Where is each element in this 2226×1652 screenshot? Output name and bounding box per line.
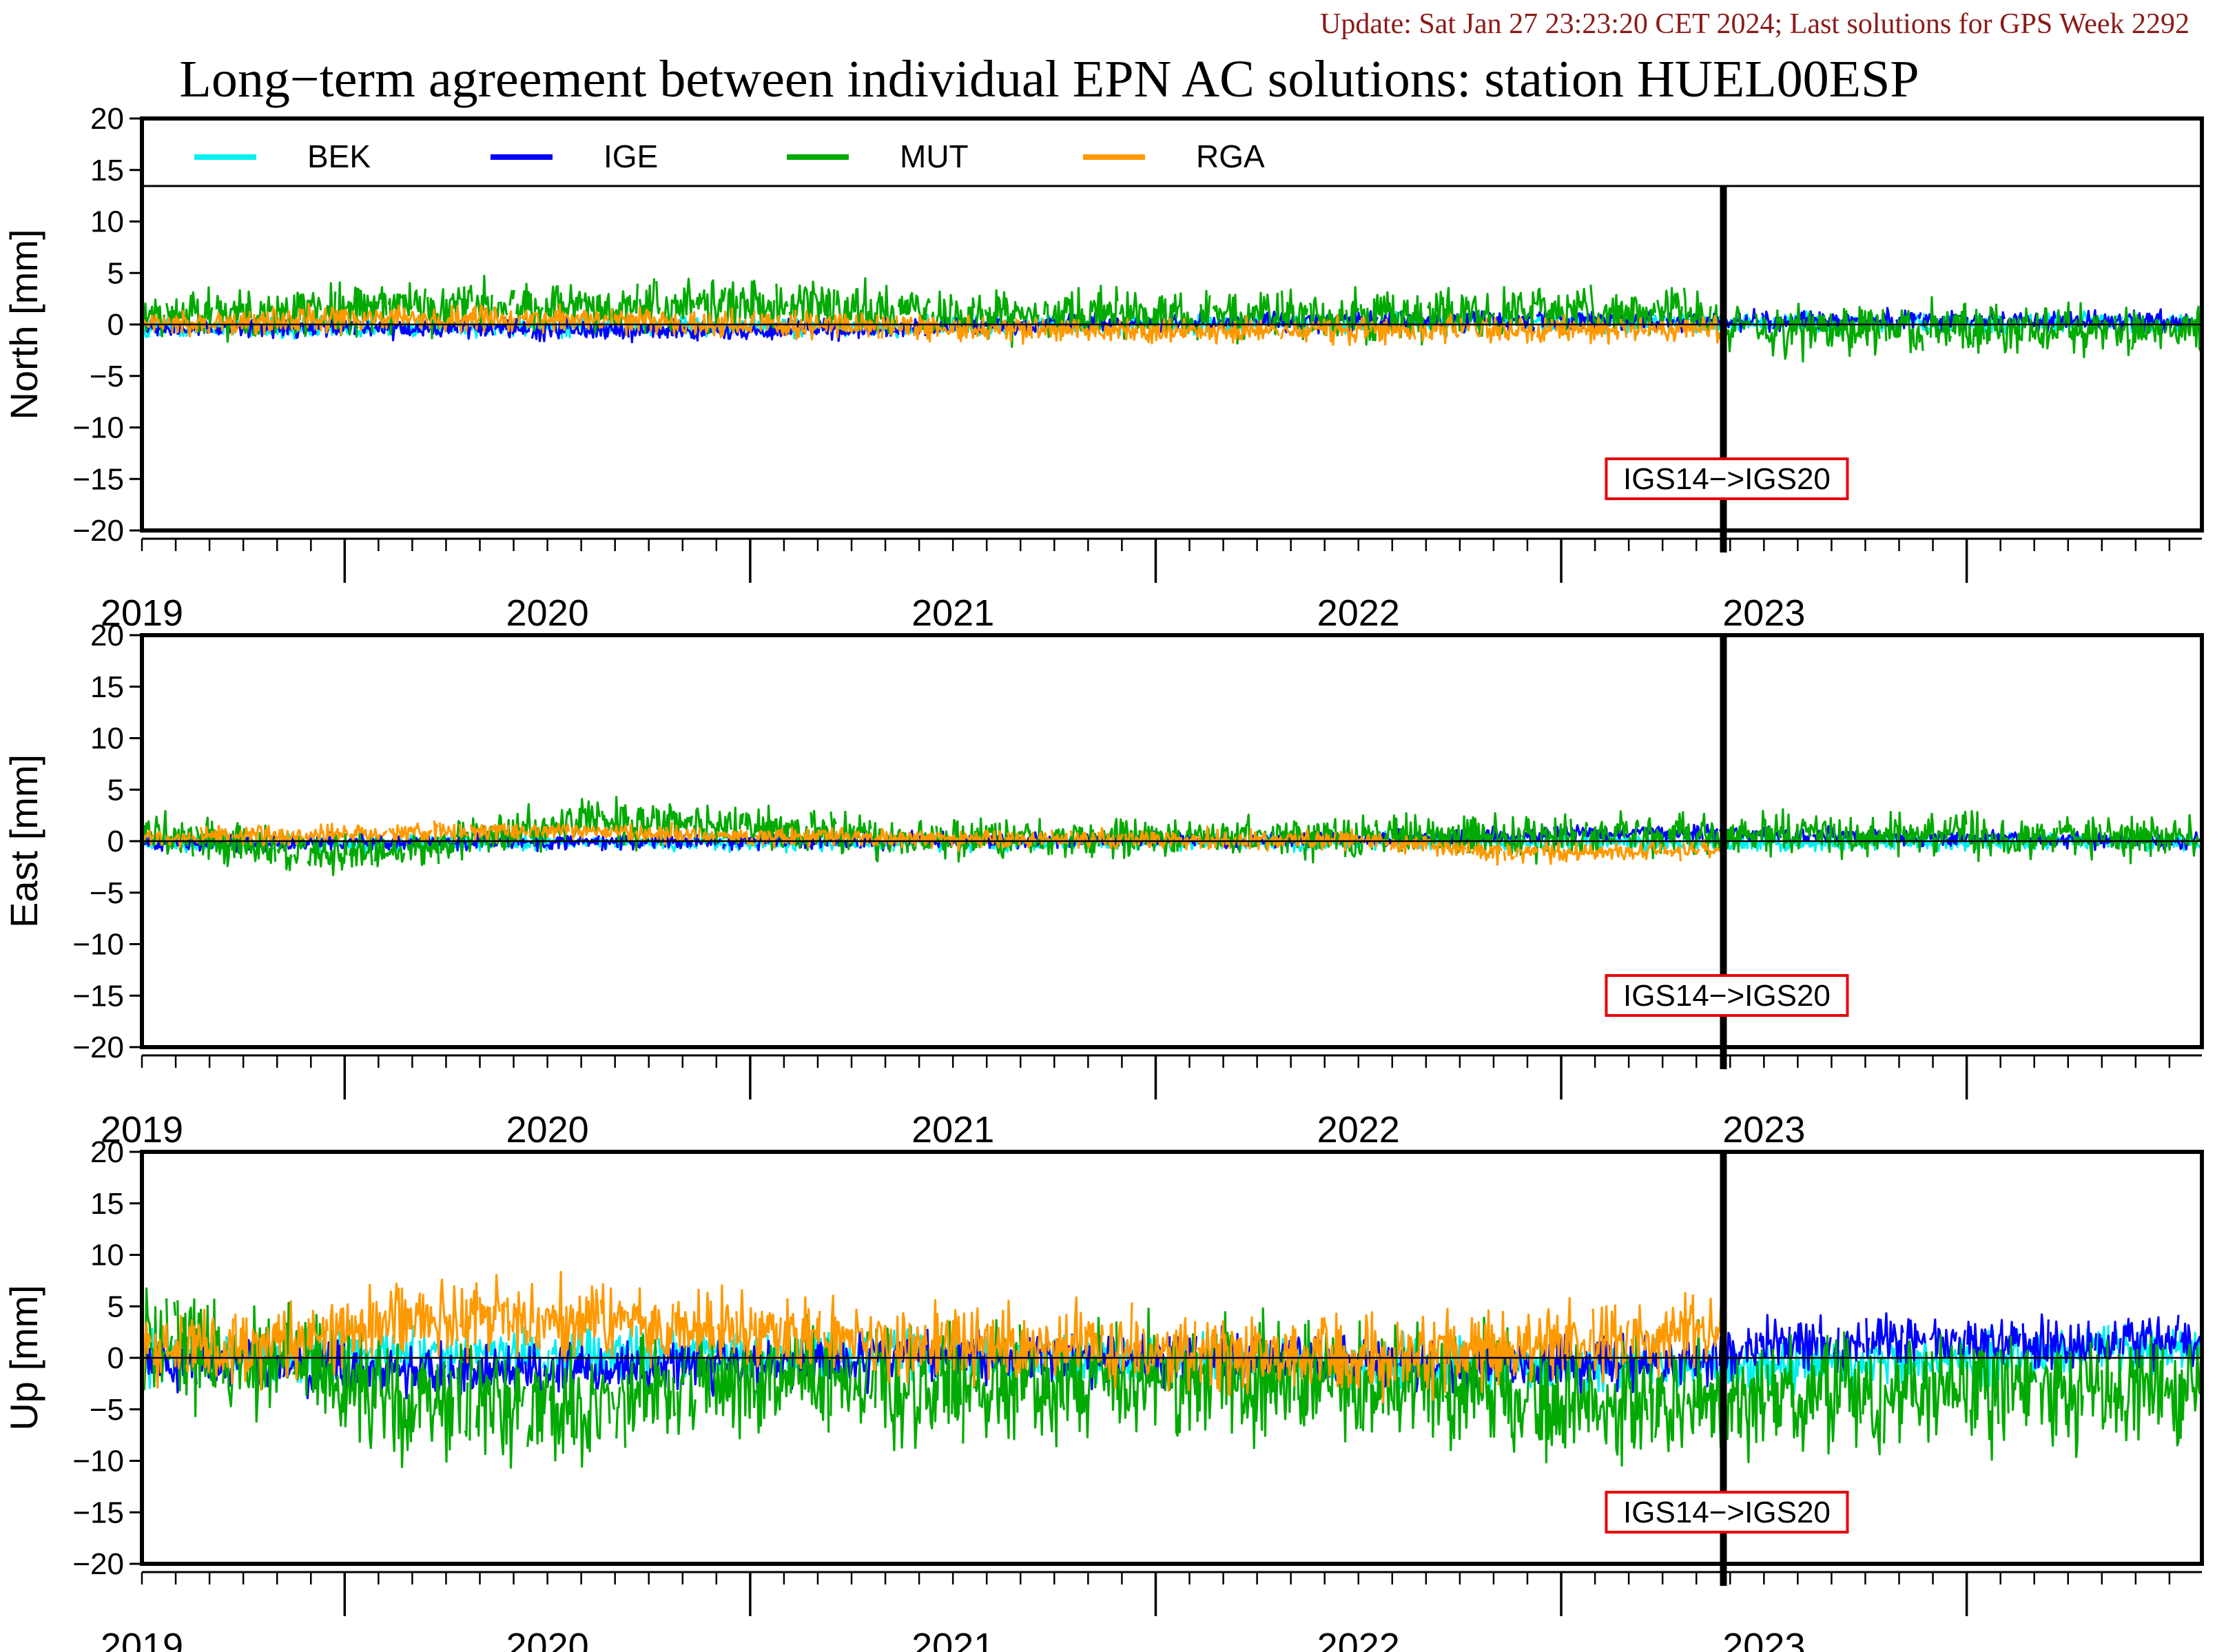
y-tick-label: −20 (72, 1031, 124, 1064)
series-line-rga (142, 1270, 1724, 1404)
legend-label-ige: IGE (604, 138, 658, 174)
x-year-label: 2021 (911, 592, 994, 634)
y-tick-label: −10 (72, 411, 124, 445)
y-tick-label: −5 (90, 360, 124, 393)
y-tick-label: 15 (90, 670, 124, 704)
y-tick-label: 20 (90, 102, 124, 136)
y-tick-label: −15 (72, 979, 124, 1013)
series-group-up (142, 1270, 2202, 1469)
series-line-rga (142, 302, 1724, 347)
legend-label-mut: MUT (900, 138, 969, 174)
x-year-label: 2020 (506, 1626, 589, 1652)
x-year-label: 2022 (1317, 1626, 1400, 1652)
y-tick-label: 15 (90, 1187, 124, 1221)
x-year-label: 2023 (1722, 1626, 1805, 1652)
panel-north: IGS14−>IGS20 20 15 10 5 0 −5 −10 −15 −20 North [mm… (2, 102, 2204, 634)
frame-change-box (1605, 1491, 1849, 1534)
frame-change-label: IGS14−>IGS20 (1623, 462, 1831, 496)
series-line-mut (142, 1287, 2202, 1469)
x-year-label: 2021 (911, 1626, 994, 1652)
x-year-label: 2020 (506, 1109, 589, 1150)
x-year-label: 2022 (1317, 592, 1400, 634)
frame-change-box (1605, 974, 1849, 1017)
x-year-label: 2019 (101, 1626, 183, 1652)
y-tick-label: 15 (90, 154, 124, 187)
legend-label-bek: BEK (307, 138, 371, 174)
frame-change-label: IGS14−>IGS20 (1623, 1496, 1831, 1529)
series-group-north (142, 274, 2202, 363)
x-year-label: 2020 (506, 592, 589, 634)
y-tick-label: −10 (72, 928, 124, 962)
y-tick-label: −15 (72, 1496, 124, 1529)
y-tick-label: −10 (72, 1445, 124, 1478)
y-tick-label: 20 (90, 1135, 124, 1169)
y-tick-label: 5 (107, 256, 124, 290)
x-year-label: 2023 (1722, 1109, 1805, 1150)
y-tick-label: −20 (72, 514, 124, 548)
y-tick-label: −5 (90, 876, 124, 910)
x-year-label: 2022 (1317, 1109, 1400, 1150)
x-year-label: 2019 (101, 1109, 183, 1150)
y-tick-label: 0 (107, 1341, 124, 1375)
y-tick-label: 10 (90, 1239, 124, 1272)
y-tick-label: −20 (72, 1547, 124, 1581)
x-year-label: 2021 (911, 1109, 994, 1150)
chart-title: Long−term agreement between individual E… (179, 50, 1919, 108)
y-tick-label: −15 (72, 462, 124, 496)
y-axis-label: North [mm] (2, 229, 45, 420)
panel-east: IGS14−>IGS20 20 15 10 5 0 −5 −10 −15 −20 East [mm]… (2, 619, 2204, 1150)
y-axis-label: Up [mm] (2, 1285, 45, 1431)
y-tick-label: 5 (107, 773, 124, 807)
y-tick-label: 10 (90, 205, 124, 239)
x-year-label: 2023 (1722, 592, 1805, 634)
frame-change-label: IGS14−>IGS20 (1623, 979, 1831, 1013)
y-tick-label: −5 (90, 1393, 124, 1427)
y-tick-label: 10 (90, 722, 124, 756)
y-axis-label: East [mm] (2, 754, 45, 928)
update-text: Update: Sat Jan 27 23:23:20 CET 2024; La… (1320, 8, 2189, 40)
frame-change-box (1605, 457, 1849, 500)
legend-label-rga: RGA (1196, 138, 1265, 174)
series-group-east (142, 796, 2202, 876)
y-tick-label: 20 (90, 619, 124, 652)
panel-up: IGS14−>IGS20 20 15 10 5 0 −5 −10 −15 −20 Up [mm] 20… (2, 1135, 2204, 1652)
x-year-label: 2019 (101, 592, 183, 634)
y-tick-label: 5 (107, 1290, 124, 1323)
y-tick-label: 0 (107, 825, 124, 858)
legend: BEK IGE MUT RGA (194, 138, 1265, 174)
y-tick-label: 0 (107, 308, 124, 342)
